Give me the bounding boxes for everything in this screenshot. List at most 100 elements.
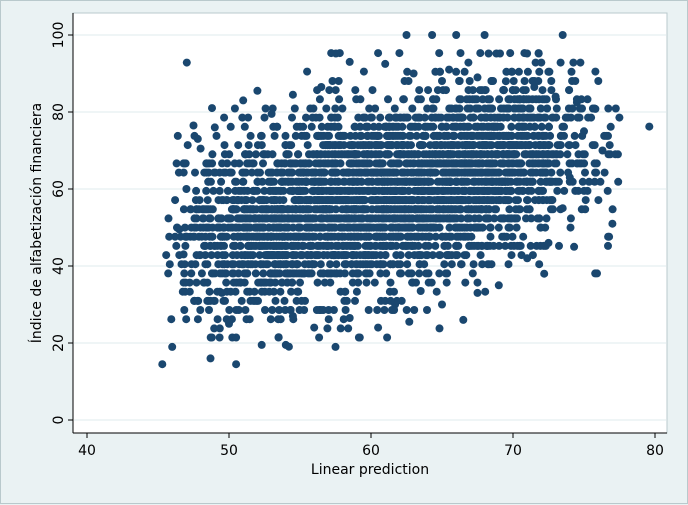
data-point [427, 278, 436, 287]
data-point [346, 131, 355, 140]
data-point [210, 324, 219, 333]
data-point [433, 186, 442, 195]
data-point [471, 196, 480, 205]
data-point [390, 306, 399, 314]
data-point [236, 278, 245, 287]
data-point [568, 104, 577, 113]
data-point [404, 186, 413, 195]
data-point [179, 278, 188, 287]
data-point [573, 159, 582, 168]
data-point [404, 251, 413, 260]
data-point [280, 296, 289, 305]
data-point [305, 223, 314, 232]
data-point [295, 269, 304, 278]
data-point [356, 95, 365, 104]
data-point [388, 186, 397, 195]
data-point [334, 251, 343, 260]
data-point [200, 278, 209, 287]
data-point [214, 260, 223, 269]
data-point [222, 269, 231, 278]
data-point [447, 232, 456, 241]
data-point [429, 104, 438, 113]
data-point [302, 131, 311, 140]
data-point [470, 241, 479, 250]
data-point [517, 159, 526, 168]
data-point [553, 150, 561, 159]
data-point [443, 241, 452, 250]
data-point [268, 306, 277, 314]
data-point [190, 232, 199, 241]
data-point [327, 196, 336, 205]
data-point [235, 159, 244, 168]
data-point [344, 232, 353, 241]
data-point [543, 104, 552, 113]
data-point [283, 251, 292, 260]
data-point [514, 67, 523, 76]
data-point [236, 241, 245, 250]
data-point [213, 251, 222, 260]
data-point [481, 287, 490, 296]
data-point [572, 95, 581, 104]
data-point [284, 269, 293, 278]
data-point [325, 131, 333, 140]
data-point [226, 122, 235, 131]
data-point [478, 223, 487, 232]
data-point [238, 260, 247, 269]
data-point [181, 241, 190, 250]
data-point [413, 150, 422, 159]
data-point [345, 314, 354, 322]
data-point [501, 186, 510, 195]
data-point [506, 49, 515, 58]
data-point [527, 214, 536, 223]
data-point [485, 104, 494, 113]
data-point [552, 104, 561, 113]
data-point [412, 131, 421, 140]
data-point [410, 306, 419, 314]
data-point [380, 196, 389, 205]
data-point [486, 223, 494, 232]
data-point [278, 177, 287, 186]
data-point [508, 232, 517, 241]
data-point [240, 196, 249, 205]
data-point [590, 177, 599, 186]
data-point [578, 131, 587, 140]
data-point [521, 122, 529, 131]
data-point [244, 113, 253, 122]
data-point [408, 122, 417, 131]
data-point [396, 214, 405, 223]
data-point [399, 141, 408, 150]
data-point [185, 287, 194, 296]
data-point [501, 77, 510, 86]
data-point [260, 186, 269, 195]
data-point [336, 159, 345, 168]
data-point [210, 123, 219, 132]
data-point [164, 269, 173, 278]
data-point [525, 205, 534, 214]
data-point [206, 177, 215, 186]
data-point [312, 306, 321, 314]
data-point [465, 77, 474, 85]
data-point [496, 141, 505, 150]
data-point [273, 223, 282, 232]
data-point [523, 196, 532, 205]
data-point [354, 333, 363, 342]
data-point [265, 186, 274, 195]
data-point [225, 306, 234, 314]
data-point [257, 223, 266, 232]
data-point [447, 168, 456, 177]
data-point [194, 205, 203, 214]
data-point [278, 278, 287, 287]
data-point [426, 141, 435, 150]
data-point [432, 141, 441, 150]
data-point [331, 104, 340, 113]
data-point [237, 251, 246, 260]
data-point [480, 141, 489, 150]
data-point [248, 260, 257, 269]
data-point [213, 287, 222, 296]
data-point [307, 177, 316, 186]
plot-area [72, 12, 668, 434]
data-point [490, 113, 499, 122]
data-point [504, 95, 513, 104]
data-point [523, 67, 532, 76]
data-point [490, 205, 499, 214]
